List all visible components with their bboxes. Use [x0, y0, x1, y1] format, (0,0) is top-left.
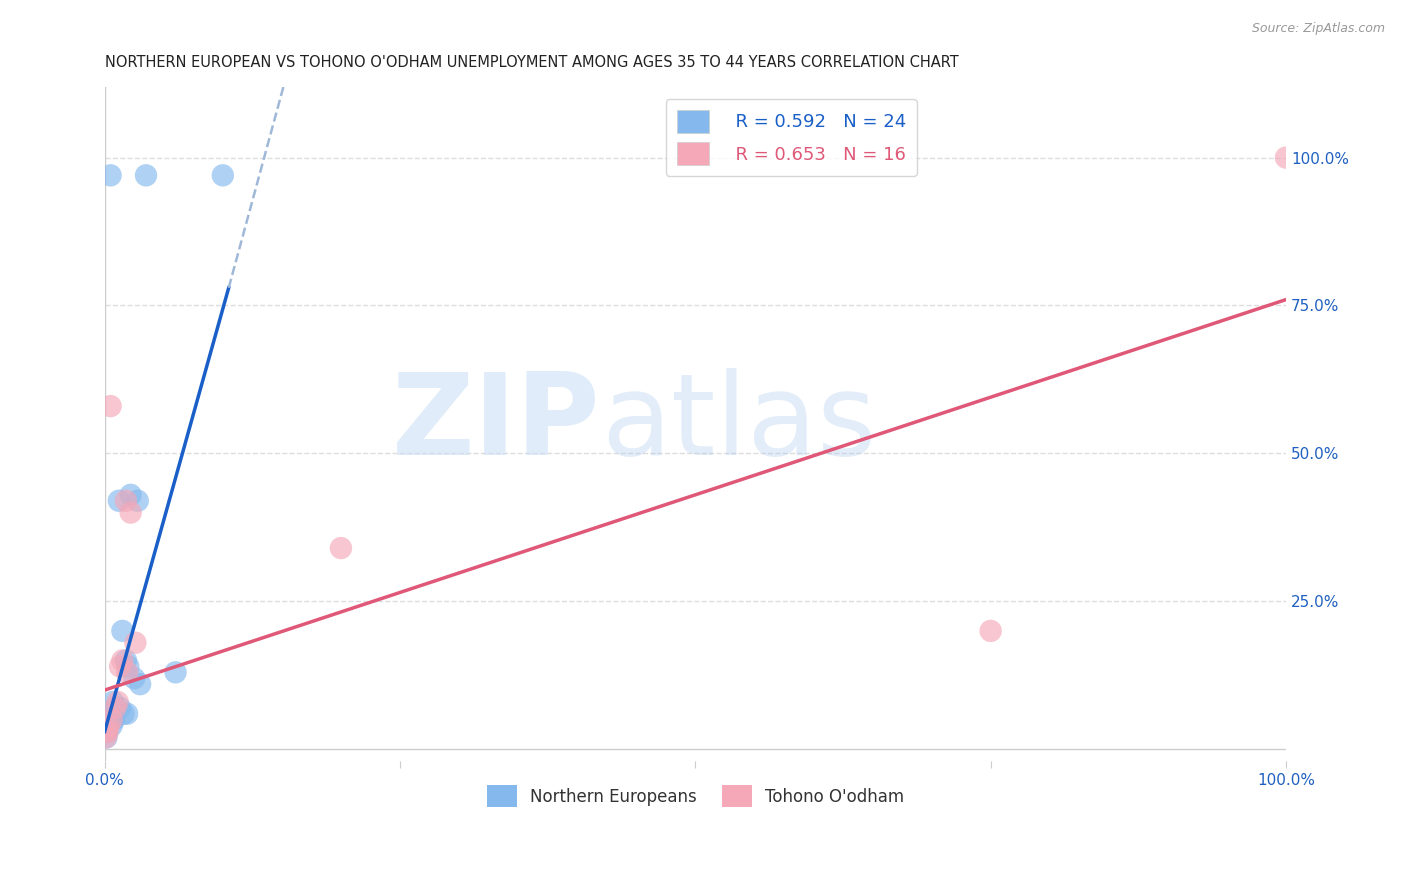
- Point: [103, 713, 125, 727]
- Point: [97, 724, 120, 739]
- Point: [122, 671, 145, 685]
- Point: [100, 169, 122, 183]
- Point: [135, 169, 157, 183]
- Point: [211, 169, 233, 183]
- Point: [97, 718, 120, 732]
- Point: [94, 731, 117, 745]
- Text: atlas: atlas: [600, 368, 876, 479]
- Point: [97, 718, 120, 732]
- Point: [329, 541, 352, 555]
- Point: [96, 724, 118, 739]
- Point: [100, 399, 122, 413]
- Point: [96, 724, 118, 739]
- Point: [115, 665, 138, 680]
- Point: [115, 653, 138, 667]
- Point: [108, 659, 131, 673]
- Point: [108, 701, 131, 715]
- Point: [980, 624, 1002, 638]
- Point: [104, 701, 127, 715]
- Point: [104, 701, 127, 715]
- Point: [100, 713, 122, 727]
- Point: [111, 624, 134, 638]
- Point: [100, 718, 122, 732]
- Point: [120, 488, 142, 502]
- Point: [107, 695, 129, 709]
- Point: [115, 706, 138, 721]
- Text: ZIP: ZIP: [392, 368, 600, 479]
- Point: [111, 653, 134, 667]
- Point: [115, 493, 138, 508]
- Legend: Northern Europeans, Tohono O'odham: Northern Europeans, Tohono O'odham: [479, 779, 911, 814]
- Point: [101, 695, 124, 709]
- Point: [120, 506, 142, 520]
- Point: [1275, 151, 1298, 165]
- Point: [108, 493, 131, 508]
- Point: [96, 724, 118, 739]
- Point: [124, 636, 146, 650]
- Point: [96, 731, 118, 745]
- Point: [117, 659, 139, 673]
- Point: [127, 493, 149, 508]
- Text: NORTHERN EUROPEAN VS TOHONO O'ODHAM UNEMPLOYMENT AMONG AGES 35 TO 44 YEARS CORRE: NORTHERN EUROPEAN VS TOHONO O'ODHAM UNEM…: [104, 55, 959, 70]
- Text: Source: ZipAtlas.com: Source: ZipAtlas.com: [1251, 22, 1385, 36]
- Point: [129, 677, 152, 691]
- Point: [98, 713, 121, 727]
- Point: [165, 665, 187, 680]
- Point: [112, 706, 135, 721]
